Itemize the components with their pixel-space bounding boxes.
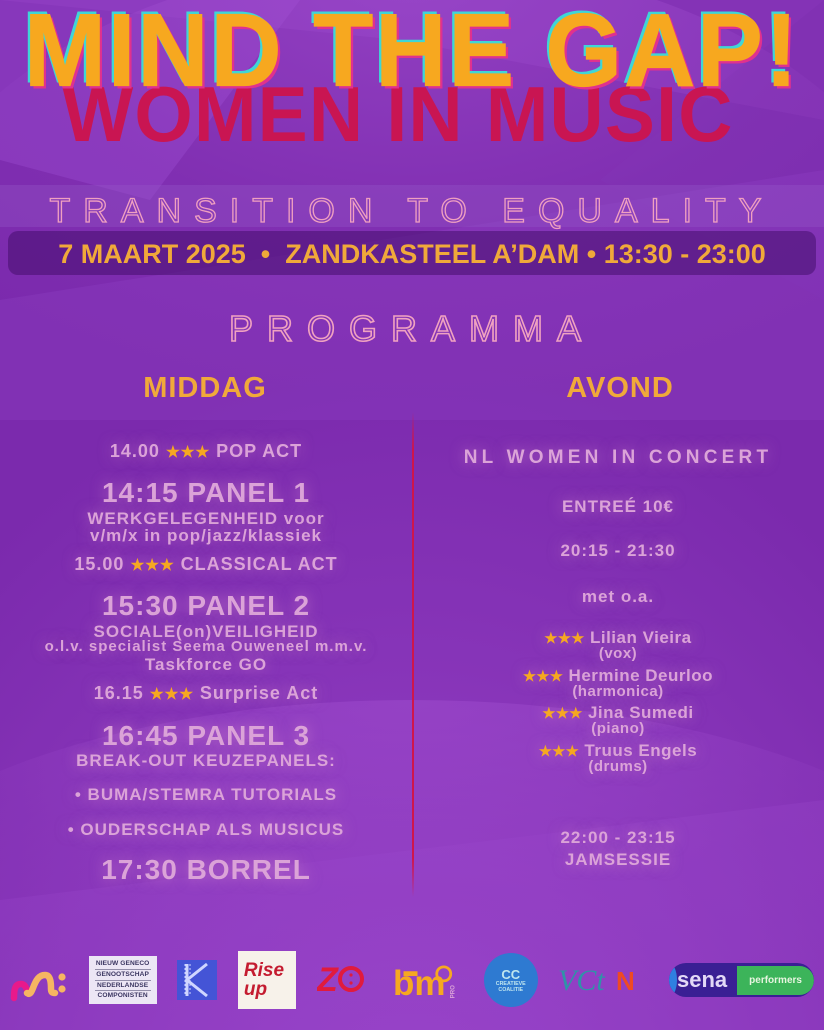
svg-text:N: N <box>616 966 635 996</box>
svg-text:VCt: VCt <box>558 964 605 997</box>
svg-text:Z: Z <box>317 961 339 999</box>
svg-text:PRO: PRO <box>449 985 456 998</box>
